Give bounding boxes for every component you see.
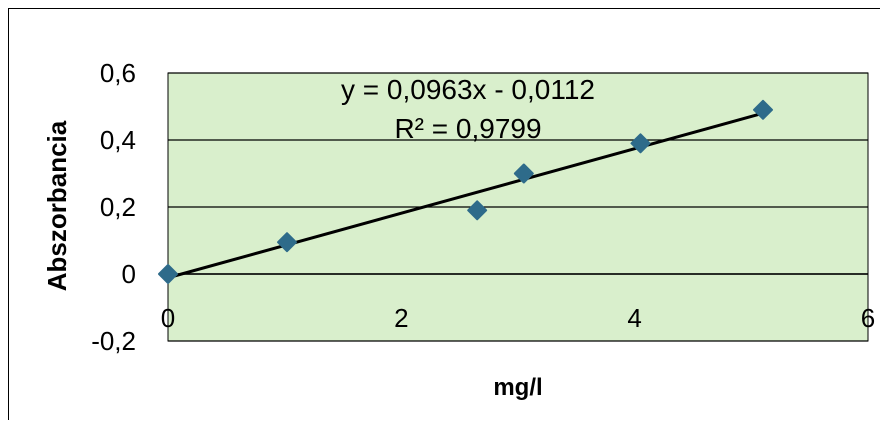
x-tick-label: 4 bbox=[627, 303, 641, 333]
x-tick-label: 0 bbox=[161, 303, 175, 333]
data-point bbox=[513, 163, 534, 184]
chart-frame bbox=[8, 8, 880, 420]
y-tick-label: 0,6 bbox=[100, 58, 136, 88]
y-tick-label: 0,4 bbox=[100, 125, 136, 155]
y-tick-label: 0,2 bbox=[100, 192, 136, 222]
y-tick-label: -0,2 bbox=[91, 326, 136, 356]
y-tick-labels: -0,2 0 0,2 0,4 0,6 bbox=[91, 58, 136, 356]
data-point bbox=[158, 264, 178, 284]
x-tick-label: 2 bbox=[394, 303, 408, 333]
y-axis-label: Abszorbancia bbox=[42, 120, 72, 291]
r-squared-annotation: R² = 0,9799 bbox=[394, 113, 541, 144]
x-tick-label: 6 bbox=[861, 303, 875, 333]
data-point bbox=[753, 99, 773, 120]
data-point bbox=[630, 133, 651, 154]
data-point bbox=[277, 232, 297, 253]
x-tick-labels: 0 2 4 6 bbox=[161, 303, 875, 333]
equation-annotation: y = 0,0963x - 0,0112 bbox=[341, 74, 595, 105]
trendline bbox=[167, 111, 764, 280]
data-points bbox=[158, 99, 773, 284]
x-axis-label: mg/l bbox=[493, 374, 542, 401]
data-point bbox=[467, 200, 488, 221]
y-tick-label: 0 bbox=[122, 259, 136, 289]
